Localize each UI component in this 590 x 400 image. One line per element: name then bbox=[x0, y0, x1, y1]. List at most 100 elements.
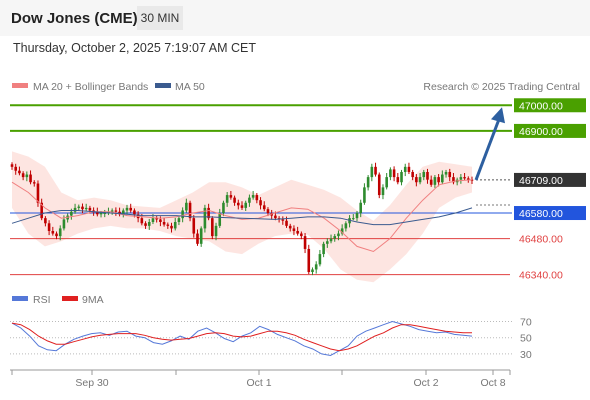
candle-body bbox=[259, 200, 262, 206]
candle-body bbox=[370, 166, 374, 178]
candle-body bbox=[437, 177, 440, 183]
candle-body bbox=[411, 171, 414, 178]
candle-body bbox=[333, 236, 337, 239]
x-tick-label: Sep 30 bbox=[75, 377, 108, 389]
candle-body bbox=[129, 207, 133, 211]
candle-body bbox=[240, 205, 244, 208]
candle-body bbox=[392, 169, 396, 178]
ma20-line bbox=[11, 179, 473, 253]
candle-body bbox=[366, 177, 370, 188]
rsi-line bbox=[11, 320, 473, 357]
candle-body bbox=[185, 202, 188, 211]
candle-body bbox=[133, 210, 136, 215]
candle-body bbox=[262, 205, 266, 210]
candle-body bbox=[114, 210, 118, 212]
candle-body bbox=[422, 171, 426, 178]
candle-body bbox=[173, 222, 177, 229]
ma50-line bbox=[11, 207, 473, 226]
candle-body bbox=[307, 248, 311, 273]
candle-body bbox=[92, 210, 95, 212]
candle-body bbox=[99, 213, 103, 215]
candle-body bbox=[229, 195, 233, 198]
candle-body bbox=[300, 233, 303, 237]
price-levels bbox=[10, 104, 512, 276]
candle-body bbox=[466, 178, 470, 180]
candle-body bbox=[21, 173, 25, 178]
candle-body bbox=[400, 171, 403, 183]
rsi-tick-70: 70 bbox=[520, 316, 532, 328]
candle-body bbox=[47, 223, 51, 231]
candle-body bbox=[355, 213, 359, 219]
candle-body bbox=[62, 219, 66, 229]
candle-body bbox=[58, 228, 62, 237]
candle-body bbox=[303, 236, 307, 249]
candle-body bbox=[32, 182, 36, 184]
forecast-arrow-shaft bbox=[474, 118, 501, 181]
candle-body bbox=[311, 269, 314, 273]
candle-body bbox=[433, 177, 437, 185]
candle-body bbox=[426, 171, 429, 180]
ma50-legend-label: MA 50 bbox=[175, 81, 205, 93]
candle-body bbox=[396, 177, 400, 183]
candle-body bbox=[225, 195, 229, 203]
candle-body bbox=[73, 207, 77, 212]
candle-body bbox=[196, 233, 199, 244]
candle-body bbox=[170, 225, 173, 229]
candle-body bbox=[233, 197, 236, 203]
candle-body bbox=[222, 202, 225, 214]
candle-body bbox=[203, 207, 207, 229]
candle-body bbox=[292, 228, 296, 231]
candle-body bbox=[274, 215, 277, 219]
candle-body bbox=[44, 218, 47, 224]
candle-body bbox=[51, 230, 55, 234]
candle-body bbox=[266, 209, 270, 214]
forecast-arrow-head bbox=[491, 107, 505, 124]
bollinger-bands bbox=[12, 151, 472, 283]
candle-body bbox=[415, 177, 418, 183]
resistance-2-label: 47000.00 bbox=[519, 100, 563, 112]
candle-body bbox=[236, 202, 240, 206]
candle-body bbox=[459, 177, 463, 180]
candle-body bbox=[463, 177, 466, 179]
candle-body bbox=[318, 254, 322, 265]
candle-body bbox=[159, 219, 162, 223]
candle-body bbox=[55, 233, 58, 237]
candle-body bbox=[29, 174, 32, 183]
candle-body bbox=[251, 195, 255, 198]
x-tick-label: Oct 2 bbox=[413, 377, 438, 389]
candle-body bbox=[351, 218, 355, 220]
candle-body bbox=[177, 218, 181, 223]
candle-body bbox=[10, 164, 14, 167]
candle-body bbox=[285, 220, 288, 226]
candle-body bbox=[211, 218, 214, 237]
candle-body bbox=[40, 202, 43, 219]
x-axis-ticks: Sep 30 Oct 1 Oct 2 Oct 8 bbox=[11, 370, 511, 389]
pivot-label-box bbox=[514, 206, 586, 221]
candle-body bbox=[121, 210, 125, 215]
candle-body bbox=[444, 171, 448, 175]
moving-averages bbox=[11, 179, 473, 253]
candle-body bbox=[389, 169, 392, 178]
candle-body bbox=[166, 224, 170, 226]
candles bbox=[10, 162, 474, 276]
candle-body bbox=[363, 187, 366, 203]
instrument-title: Dow Jones (CME) bbox=[11, 10, 138, 27]
candle-body bbox=[407, 166, 411, 172]
timeframe-button[interactable]: 30 MIN bbox=[137, 6, 183, 30]
datetime-label: Thursday, October 2, 2025 7:19:07 AM CET bbox=[13, 41, 256, 55]
candle-body bbox=[385, 177, 388, 188]
candle-body bbox=[326, 241, 329, 244]
candle-body bbox=[377, 174, 381, 196]
last-price-label: 46709.00 bbox=[519, 175, 563, 187]
candle-body bbox=[448, 171, 452, 178]
ma20-legend-swatch bbox=[12, 83, 28, 88]
forecast-arrow bbox=[474, 107, 505, 181]
candle-body bbox=[25, 174, 29, 178]
candle-body bbox=[214, 225, 218, 237]
candle-body bbox=[88, 207, 92, 211]
rsi-ma-line bbox=[11, 322, 472, 352]
x-tick-label: Oct 1 bbox=[246, 377, 271, 389]
candle-body bbox=[155, 218, 158, 220]
candle-body bbox=[140, 218, 144, 224]
